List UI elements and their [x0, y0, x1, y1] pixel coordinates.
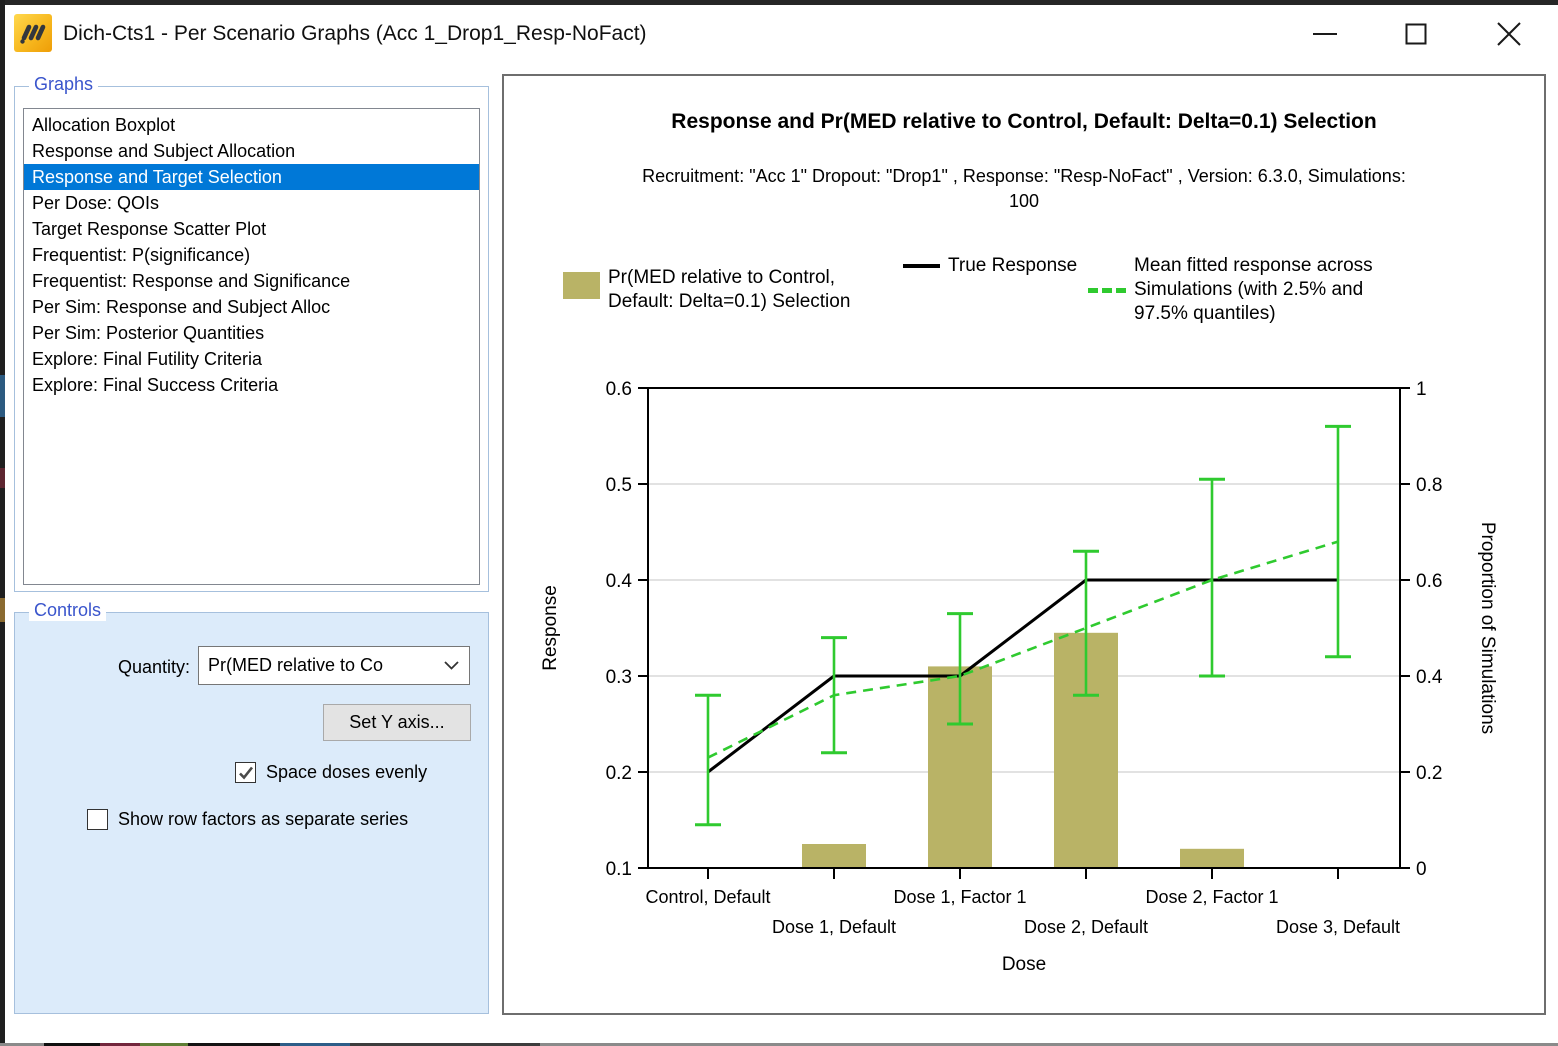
- graphs-list-item[interactable]: Explore: Final Futility Criteria: [24, 346, 479, 372]
- x-tick-label: Control, Default: [645, 887, 770, 907]
- space-doses-row: Space doses evenly: [235, 762, 427, 783]
- quantity-label: Quantity:: [35, 657, 190, 678]
- minimize-button[interactable]: [1294, 5, 1356, 62]
- mean-fitted-line: [708, 542, 1338, 758]
- graphs-groupbox: Graphs Allocation BoxplotResponse and Su…: [14, 86, 489, 592]
- legend-label-fitted: Mean fitted response across Simulations …: [1134, 254, 1373, 326]
- legend-line-swatch: [903, 264, 940, 268]
- y-left-tick-label: 0.2: [606, 763, 632, 784]
- controls-groupbox-label: Controls: [29, 600, 106, 621]
- background-fragment: [0, 598, 5, 622]
- graphs-groupbox-label: Graphs: [29, 74, 98, 95]
- x-tick-label: Dose 1, Default: [772, 917, 896, 937]
- graphs-list-item[interactable]: Response and Subject Allocation: [24, 138, 479, 164]
- row-factors-checkbox[interactable]: [87, 809, 108, 830]
- maximize-button[interactable]: [1385, 5, 1447, 62]
- row-factors-row: Show row factors as separate series: [87, 809, 408, 830]
- graphs-list-item[interactable]: Allocation Boxplot: [24, 112, 479, 138]
- y-right-axis-title: Proportion of Simulations: [1477, 522, 1498, 734]
- y-left-tick-label: 0.4: [606, 571, 633, 592]
- graphs-list-item[interactable]: Per Sim: Response and Subject Alloc: [24, 294, 479, 320]
- x-axis-title: Dose: [1002, 954, 1046, 975]
- chart-panel: Response and Pr(MED relative to Control,…: [502, 74, 1546, 1015]
- graphs-list-item[interactable]: Per Dose: QOIs: [24, 190, 479, 216]
- screen: { "window": { "title": "Dich-Cts1 - Per …: [0, 0, 1558, 1046]
- legend-bar-swatch: [563, 272, 600, 299]
- x-tick-label: Dose 1, Factor 1: [893, 887, 1026, 907]
- space-doses-label: Space doses evenly: [266, 762, 427, 783]
- chart-plot: 0.1 0.2 0.3 0.4 0.5 0.6 0 0.2 0.4 0.6 0.8 1 Control,…: [504, 340, 1540, 1012]
- background-fragment: [0, 375, 5, 417]
- quantity-dropdown-value: Pr(MED relative to Co: [208, 647, 435, 684]
- y-right-tick-label: 0: [1416, 859, 1427, 880]
- y-left-tick-label: 0.1: [606, 859, 632, 880]
- checkmark-icon: [237, 764, 255, 782]
- graphs-list-item[interactable]: Frequentist: P(significance): [24, 242, 479, 268]
- screen-edge-left: [0, 0, 5, 1046]
- y-left-tick-label: 0.6: [606, 379, 632, 400]
- graphs-list-item[interactable]: Per Sim: Posterior Quantities: [24, 320, 479, 346]
- y-right-tick-label: 0.2: [1416, 763, 1442, 784]
- graphs-list-item[interactable]: Target Response Scatter Plot: [24, 216, 479, 242]
- space-doses-checkbox[interactable]: [235, 762, 256, 783]
- y-right-tick-label: 0.4: [1416, 667, 1443, 688]
- controls-groupbox: Controls Quantity: Pr(MED relative to Co…: [14, 612, 489, 1014]
- legend-dash-swatch: [1088, 288, 1130, 293]
- y-right-tick-label: 0.8: [1416, 475, 1442, 496]
- graphs-list-item[interactable]: Response and Target Selection: [24, 164, 479, 190]
- y-left-tick-label: 0.3: [606, 667, 632, 688]
- graphs-list-item[interactable]: Explore: Final Success Criteria: [24, 372, 479, 398]
- x-tick-label: Dose 2, Factor 1: [1145, 887, 1278, 907]
- set-y-axis-button[interactable]: Set Y axis...: [323, 704, 471, 741]
- legend-label-true-response: True Response: [948, 254, 1077, 278]
- quantity-dropdown[interactable]: Pr(MED relative to Co: [198, 646, 470, 685]
- background-fragment: [0, 468, 5, 488]
- y-right-tick-label: 0.6: [1416, 571, 1442, 592]
- window-title: Dich-Cts1 - Per Scenario Graphs (Acc 1_D…: [63, 5, 647, 62]
- chevron-down-icon: [444, 661, 459, 670]
- graphs-list[interactable]: Allocation BoxplotResponse and Subject A…: [23, 108, 480, 585]
- app-logo-icon: [14, 14, 52, 52]
- bar: [1180, 849, 1244, 868]
- close-button[interactable]: [1478, 5, 1540, 62]
- row-factors-label: Show row factors as separate series: [118, 809, 408, 830]
- x-tick-label: Dose 3, Default: [1276, 917, 1400, 937]
- y-right-tick-label: 1: [1416, 379, 1427, 400]
- bar: [802, 844, 866, 868]
- graphs-list-item[interactable]: Frequentist: Response and Significance: [24, 268, 479, 294]
- legend-label-bar: Pr(MED relative to Control, Default: Del…: [608, 266, 850, 314]
- titlebar[interactable]: Dich-Cts1 - Per Scenario Graphs (Acc 1_D…: [5, 5, 1558, 62]
- y-left-axis-title: Response: [540, 585, 561, 671]
- chart-legend: Pr(MED relative to Control, Default: Del…: [504, 76, 1544, 336]
- y-left-tick-label: 0.5: [606, 475, 632, 496]
- x-tick-label: Dose 2, Default: [1024, 917, 1148, 937]
